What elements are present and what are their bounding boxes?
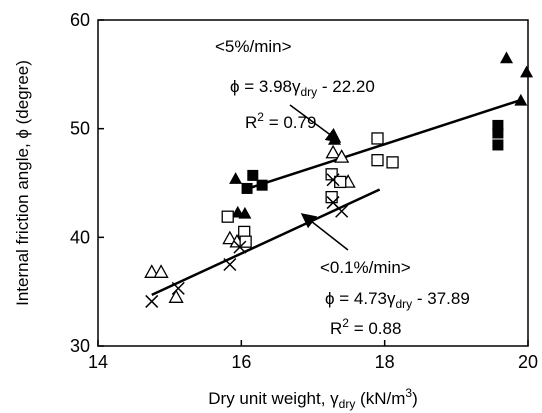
y-tick-label: 60 xyxy=(70,10,90,30)
text-part: (kN/m xyxy=(355,389,405,408)
point xyxy=(492,119,504,131)
point xyxy=(492,127,504,139)
point xyxy=(325,144,341,159)
text-part: 2 xyxy=(257,110,264,124)
text-part: = 0.88 xyxy=(349,319,401,338)
text-part: R xyxy=(330,319,342,338)
x-tick-label: 20 xyxy=(518,352,538,372)
point xyxy=(241,182,253,194)
text-part: dry xyxy=(395,297,412,311)
point xyxy=(171,281,185,295)
point xyxy=(247,169,259,181)
point xyxy=(145,294,159,308)
point xyxy=(325,190,338,204)
point xyxy=(229,172,243,184)
text-part: 2 xyxy=(342,316,349,330)
x-tick-label: 16 xyxy=(231,352,251,372)
annotation-equation: ϕ = 3.98γdry - 22.20 xyxy=(230,77,375,99)
text-part: dry xyxy=(300,85,317,99)
point xyxy=(371,132,384,145)
point xyxy=(325,168,338,181)
annotation-label: <5%/min> xyxy=(215,37,292,56)
point xyxy=(500,51,513,64)
point xyxy=(514,93,528,106)
point xyxy=(233,240,247,254)
point xyxy=(334,175,347,189)
arrow xyxy=(289,104,342,143)
plot-frame xyxy=(97,19,529,347)
point xyxy=(328,133,341,145)
point xyxy=(492,139,504,151)
point xyxy=(222,230,238,245)
point xyxy=(334,149,350,163)
y-tick-label: 30 xyxy=(70,336,90,356)
annotation-equation: ϕ = 4.73γdry - 37.89 xyxy=(325,289,470,311)
text-part: Dry unit weight, γ xyxy=(208,389,339,408)
point xyxy=(223,257,237,272)
point xyxy=(386,156,399,169)
text-part: - 37.89 xyxy=(412,289,470,308)
annotation-label: <0.1%/min> xyxy=(320,258,411,277)
text-part: - 22.20 xyxy=(317,77,375,96)
annotation-r2: R2 = 0.79 xyxy=(245,110,316,132)
x-tick-label: 18 xyxy=(375,352,395,372)
fit-line xyxy=(151,188,381,297)
fit-line xyxy=(244,98,524,191)
text-part: R xyxy=(245,113,257,132)
point xyxy=(326,173,340,187)
text-part: ϕ = 3.98γ xyxy=(230,77,301,96)
y-tick-label: 40 xyxy=(70,227,90,247)
point xyxy=(221,210,234,223)
text-part: dry xyxy=(339,397,356,411)
y-tick-label: 50 xyxy=(70,119,90,139)
point xyxy=(144,264,160,278)
x-axis-label: Dry unit weight, γdry (kN/m3) xyxy=(208,386,417,411)
point xyxy=(238,206,252,219)
point xyxy=(371,154,384,167)
point xyxy=(256,179,268,191)
text-part: ) xyxy=(412,389,418,408)
text-part: ϕ = 4.73γ xyxy=(325,289,396,308)
annotation-r2: R2 = 0.88 xyxy=(330,316,401,338)
point xyxy=(520,65,534,78)
arrow xyxy=(300,213,349,251)
text-part: = 0.79 xyxy=(264,113,316,132)
text-part: 3 xyxy=(405,386,412,400)
y-axis-label: Internal friction angle, ϕ (degree) xyxy=(13,60,32,306)
point xyxy=(168,289,184,303)
x-tick-label: 14 xyxy=(88,352,108,372)
point xyxy=(335,204,349,218)
point xyxy=(153,264,169,278)
